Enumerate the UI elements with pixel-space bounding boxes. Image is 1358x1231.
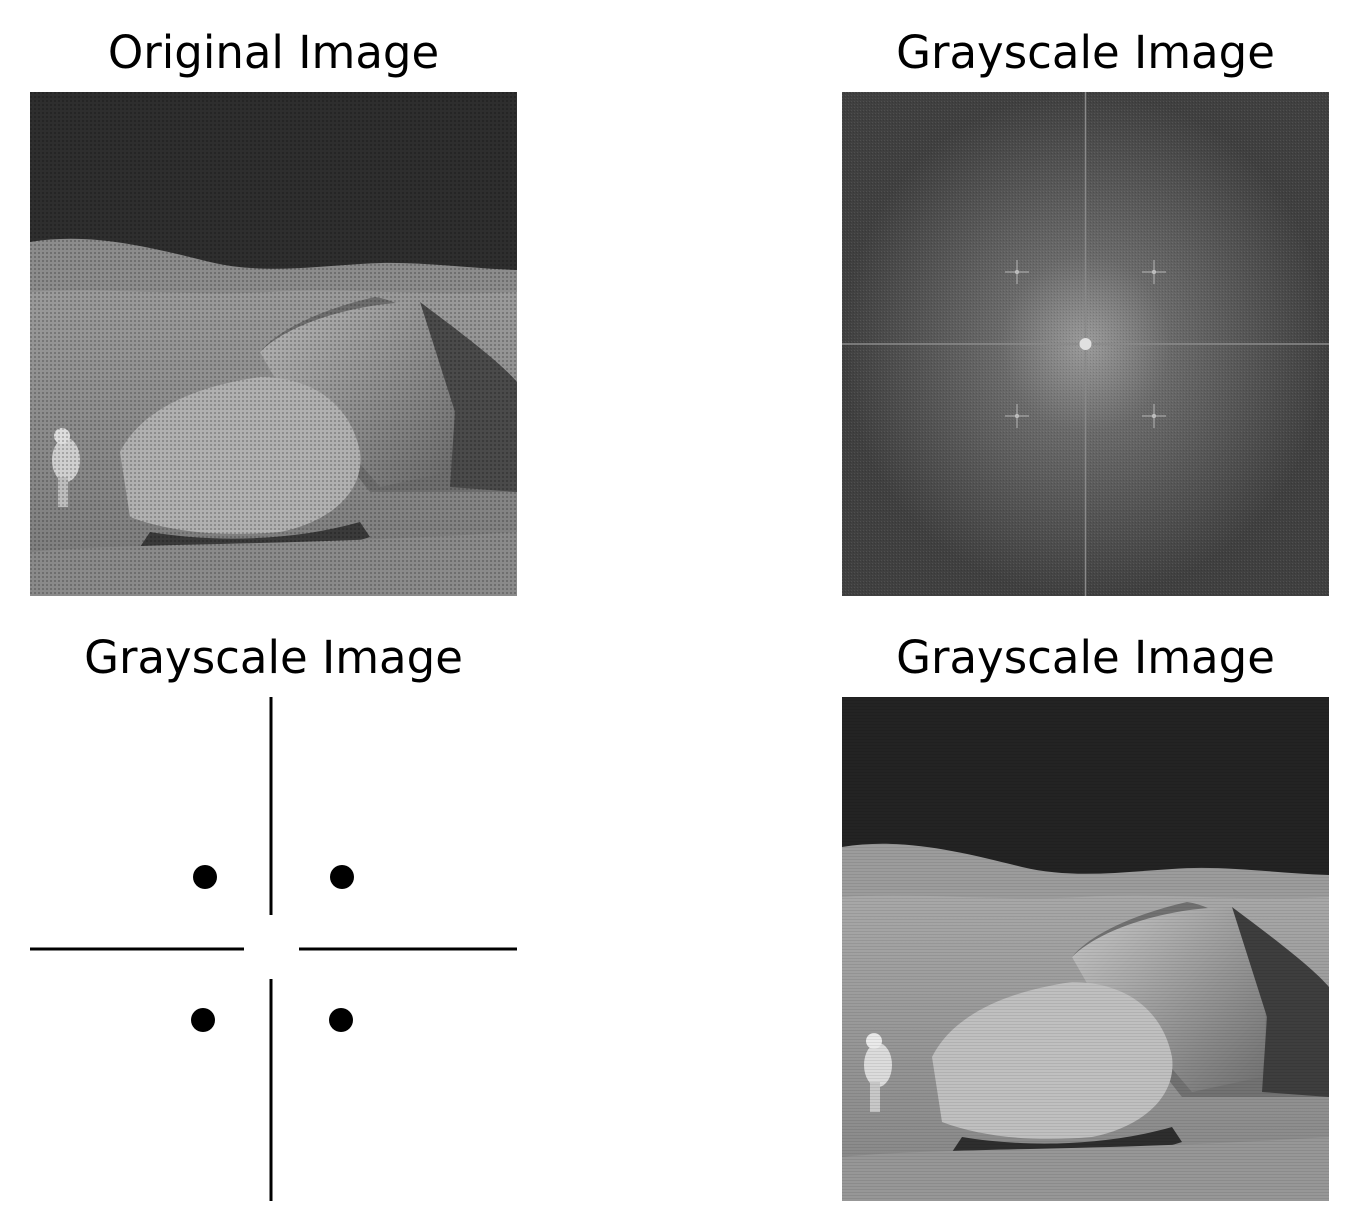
notch-mask-image [30,697,517,1201]
panel-title-original: Original Image [107,26,440,79]
spectrum-image [842,92,1329,596]
filtered-image [842,697,1329,1201]
panel-title-filtered: Grayscale Image [896,631,1275,684]
panel-title-spectrum: Grayscale Image [896,26,1275,79]
panel-title-mask: Grayscale Image [84,631,463,684]
original-image [30,92,517,596]
